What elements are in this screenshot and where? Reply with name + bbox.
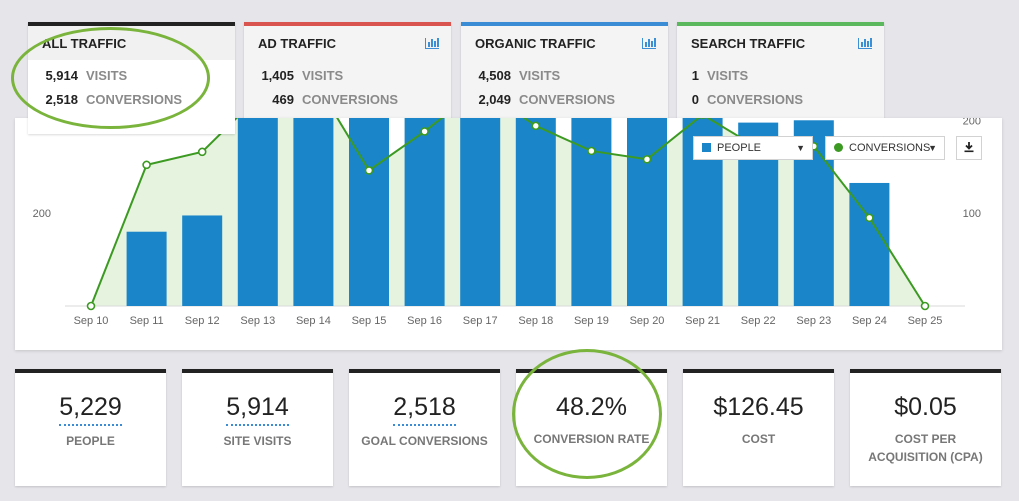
- people-swatch: [702, 143, 711, 152]
- kpi-value: 48.2%: [556, 393, 627, 421]
- conversions-stat: 469 CONVERSIONS: [272, 92, 399, 107]
- conversions-point: [86, 301, 96, 311]
- kpi-conversion-rate: 48.2% CONVERSION RATE: [516, 369, 667, 486]
- kpi-value: $0.05: [894, 393, 957, 421]
- kpi-label: CONVERSION RATE: [533, 432, 650, 446]
- download-button[interactable]: [956, 136, 982, 160]
- kpi-value[interactable]: 5,229: [59, 393, 122, 426]
- conversions-point: [642, 154, 652, 164]
- kpi-label: PEOPLE: [66, 434, 115, 448]
- people-bar: [126, 231, 167, 306]
- conversions-point: [587, 146, 596, 156]
- x-tick-label: Sep 23: [796, 315, 831, 327]
- y-left-tick-label: 200: [33, 208, 51, 220]
- kpi-people: 5,229 PEOPLE: [15, 369, 166, 486]
- x-tick-label: Sep 18: [518, 315, 553, 327]
- tab-title: ALL TRAFFIC: [28, 26, 235, 60]
- conversions-point: [197, 147, 207, 157]
- kpi-value[interactable]: 5,914: [226, 393, 289, 426]
- x-tick-label: Sep 14: [296, 315, 331, 327]
- conversions-point: [531, 121, 541, 131]
- kpi-value[interactable]: 2,518: [393, 393, 456, 426]
- kpi-label: GOAL CONVERSIONS: [361, 434, 488, 448]
- kpi-goal-conversions: 2,518 GOAL CONVERSIONS: [349, 369, 500, 486]
- visits-stat: 1,405 VISITS: [261, 68, 344, 83]
- x-tick-label: Sep 19: [574, 315, 609, 327]
- y-right-tick-label: 100: [963, 208, 981, 220]
- people-bar: [849, 182, 890, 306]
- kpi-value: $126.45: [713, 393, 804, 421]
- x-tick-label: Sep 15: [352, 315, 387, 327]
- people-bar: [237, 118, 278, 306]
- people-bar: [515, 118, 556, 306]
- x-tick-label: Sep 16: [407, 315, 442, 327]
- conversions-series-select[interactable]: CONVERSIONS ▼: [825, 136, 945, 160]
- traffic-chart: Sep 10 Sep 11 Sep 12 Sep 13 Sep 14 Sep 15 Sep …: [33, 118, 981, 327]
- tab-ad-traffic[interactable]: AD TRAFFIC 1,405 VISITS 469 CONVERSIONS: [244, 22, 451, 120]
- kpi-site-visits: 5,914 SITE VISITS: [182, 369, 333, 486]
- conversions-stat: 2,518 CONVERSIONS: [45, 92, 183, 107]
- x-tick-label: Sep 20: [630, 315, 665, 327]
- people-select-label: PEOPLE: [717, 142, 762, 154]
- visits-stat: 1 VISITS: [691, 68, 749, 83]
- conversions-point: [364, 166, 374, 175]
- tab-title: ORGANIC TRAFFIC: [475, 36, 596, 51]
- kpi-label: COST: [741, 432, 776, 446]
- tab-organic-traffic[interactable]: ORGANIC TRAFFIC 4,508 VISITS 2,049 CONVERS…: [461, 22, 668, 120]
- conversions-point: [420, 127, 429, 136]
- traffic-chart-panel: Sep 10 Sep 11 Sep 12 Sep 13 Sep 14 Sep 15 Sep …: [15, 118, 1002, 350]
- conversions-select-label: CONVERSIONS: [849, 142, 931, 154]
- kpi-label: COST PER ACQUISITION (CPA): [868, 432, 983, 464]
- x-tick-label: Sep 21: [685, 315, 720, 327]
- x-tick-label: Sep 17: [463, 315, 498, 327]
- people-bar: [571, 118, 612, 306]
- kpi-label: SITE VISITS: [223, 434, 292, 448]
- x-tick-label: Sep 10: [74, 315, 109, 327]
- kpi-cost-per-acquisition: $0.05 COST PER ACQUISITION (CPA): [850, 369, 1001, 486]
- conversions-swatch: [834, 143, 843, 152]
- people-bar: [460, 118, 501, 306]
- visits-stat: 5,914 VISITS: [45, 68, 128, 83]
- y-right-tick-label: 200: [963, 118, 981, 127]
- bar-chart-icon[interactable]: [425, 38, 439, 49]
- bar-chart-icon[interactable]: [642, 38, 656, 49]
- tab-search-traffic[interactable]: SEARCH TRAFFIC 1 VISITS 0 CONVERSIONS: [677, 22, 884, 120]
- x-tick-label: Sep 12: [185, 315, 220, 327]
- x-tick-label: Sep 13: [240, 315, 275, 327]
- conversions-stat: 2,049 CONVERSIONS: [478, 92, 616, 107]
- download-icon: [964, 142, 974, 153]
- x-tick-label: Sep 25: [908, 315, 943, 327]
- tab-title: AD TRAFFIC: [258, 36, 336, 51]
- x-tick-label: Sep 11: [130, 315, 164, 327]
- bar-chart-icon[interactable]: [858, 38, 872, 49]
- visits-stat: 4,508 VISITS: [478, 68, 561, 83]
- tab-all-traffic[interactable]: ALL TRAFFIC 5,914 VISITS 2,518 CONVERSIONS: [28, 22, 235, 134]
- tab-title: SEARCH TRAFFIC: [691, 36, 806, 51]
- kpi-cost: $126.45 COST: [683, 369, 834, 486]
- conversions-stat: 0 CONVERSIONS: [691, 92, 804, 107]
- people-bar: [182, 215, 223, 306]
- people-bar: [404, 118, 445, 306]
- conversions-point: [142, 160, 151, 170]
- people-bar: [627, 118, 667, 306]
- caret-down-icon: ▼: [928, 143, 937, 153]
- conversions-point: [865, 213, 874, 223]
- x-tick-label: Sep 22: [741, 315, 776, 327]
- caret-down-icon: ▼: [796, 143, 805, 153]
- conversions-point: [920, 301, 930, 311]
- x-tick-label: Sep 24: [852, 315, 887, 327]
- people-bar: [293, 118, 334, 306]
- people-series-select[interactable]: PEOPLE ▼: [693, 136, 813, 160]
